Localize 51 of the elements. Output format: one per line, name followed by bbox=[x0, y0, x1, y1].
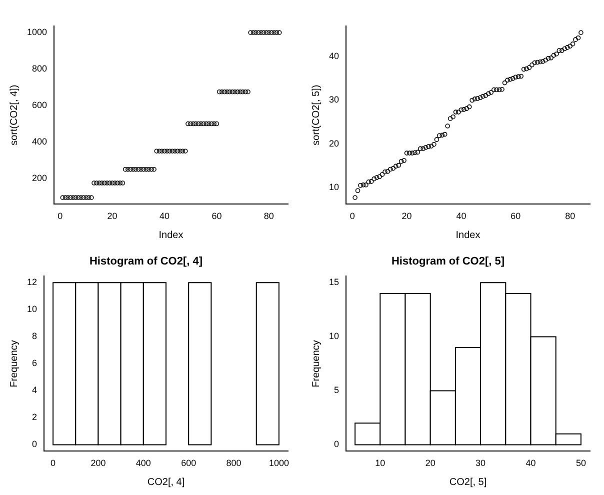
y-tick-label: 30 bbox=[328, 94, 340, 105]
y-tick-label: 2 bbox=[32, 412, 38, 422]
y-tick-label: 1000 bbox=[26, 27, 48, 38]
y-axis-title: sort(CO2[, 4]) bbox=[8, 84, 20, 146]
x-tick-label: 50 bbox=[576, 458, 586, 468]
y-tick-label: 600 bbox=[32, 100, 48, 110]
x-tick-label: 20 bbox=[425, 458, 436, 468]
y-tick-label: 800 bbox=[32, 64, 48, 74]
y-tick-label: 400 bbox=[32, 136, 48, 146]
x-tick-label: 20 bbox=[402, 211, 412, 222]
x-tick-label: 80 bbox=[565, 211, 576, 222]
y-axis-title: Frequency bbox=[8, 340, 20, 388]
y-tick-label: 4 bbox=[32, 385, 38, 396]
x-tick-label: 400 bbox=[136, 458, 151, 468]
y-tick-label: 0 bbox=[334, 439, 340, 450]
y-axis-title: sort(CO2[, 5]) bbox=[310, 84, 322, 146]
y-axis-title: Frequency bbox=[310, 340, 322, 388]
y-tick-label: 0 bbox=[32, 439, 38, 450]
x-tick-label: 600 bbox=[181, 458, 196, 468]
y-tick-label: 15 bbox=[328, 277, 340, 288]
chart-title: Histogram of CO2[, 5] bbox=[391, 256, 505, 268]
x-tick-label: 20 bbox=[107, 211, 118, 222]
y-tick-label: 6 bbox=[32, 358, 38, 368]
x-tick-label: 0 bbox=[58, 211, 63, 222]
y-tick-label: 5 bbox=[334, 385, 340, 396]
y-tick-label: 200 bbox=[32, 172, 48, 183]
x-axis-title: CO2[, 5] bbox=[449, 476, 487, 488]
y-tick-label: 12 bbox=[26, 277, 38, 288]
x-tick-label: 30 bbox=[476, 458, 486, 468]
chart-title: Histogram of CO2[, 4] bbox=[89, 256, 203, 268]
x-tick-label: 40 bbox=[456, 211, 466, 222]
y-tick-label: 40 bbox=[328, 51, 340, 62]
x-tick-label: 40 bbox=[159, 211, 170, 222]
x-tick-label: 60 bbox=[212, 211, 222, 222]
y-tick-label: 20 bbox=[328, 138, 340, 148]
x-tick-label: 0 bbox=[50, 458, 56, 468]
x-tick-label: 1000 bbox=[268, 458, 289, 468]
x-tick-label: 0 bbox=[350, 211, 355, 222]
y-tick-label: 8 bbox=[32, 331, 38, 342]
x-axis-title: Index bbox=[158, 230, 184, 241]
y-tick-label: 10 bbox=[328, 182, 340, 192]
x-tick-label: 40 bbox=[526, 458, 536, 468]
x-tick-label: 200 bbox=[90, 458, 106, 468]
x-tick-label: 10 bbox=[375, 458, 386, 468]
y-tick-label: 10 bbox=[26, 304, 38, 314]
x-tick-label: 60 bbox=[510, 211, 521, 222]
y-tick-label: 10 bbox=[328, 331, 340, 342]
x-tick-label: 800 bbox=[226, 458, 242, 468]
x-tick-label: 80 bbox=[264, 211, 274, 222]
x-axis-title: CO2[, 4] bbox=[147, 476, 185, 488]
x-axis-title: Index bbox=[456, 230, 480, 241]
